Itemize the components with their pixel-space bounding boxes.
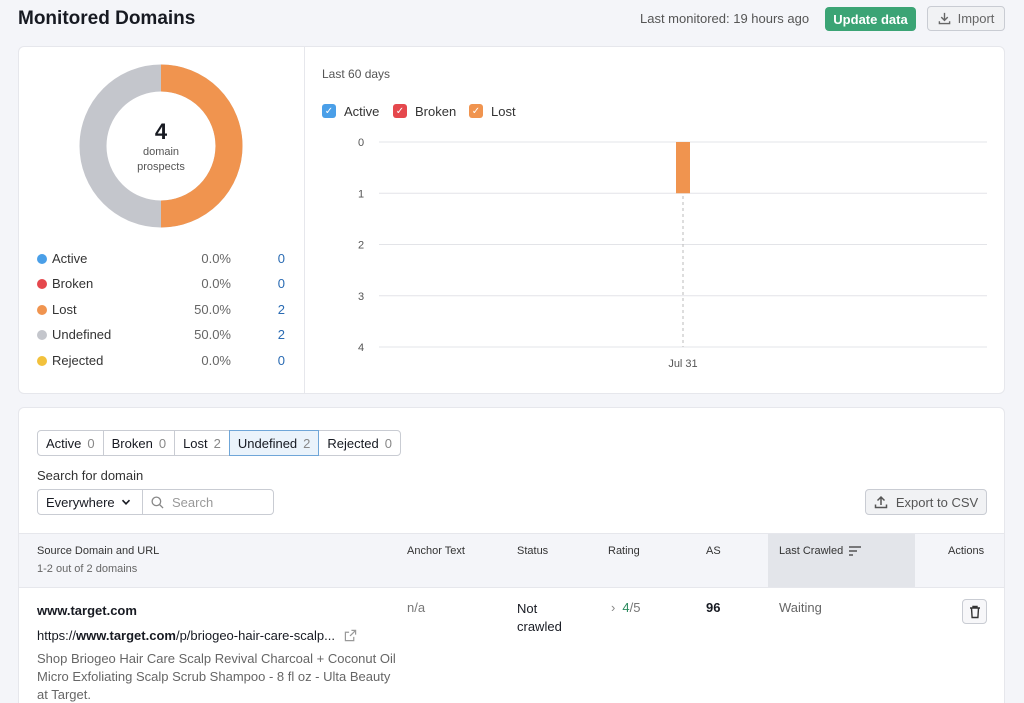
bar-chart: 0 1 2 3 4 Jul 31 <box>358 137 987 370</box>
divider <box>304 47 305 394</box>
row-anchor-text: n/a <box>407 600 426 615</box>
delete-button[interactable] <box>962 599 987 624</box>
bar-lost <box>676 142 690 194</box>
tab-lost[interactable]: Lost 2 <box>174 430 230 456</box>
chevron-down-icon <box>121 499 130 505</box>
chart-period: Last 60 days <box>322 67 391 81</box>
legend-active: Active 0.0% 0 <box>37 250 287 270</box>
legend-undefined: Undefined 50.0% 2 <box>37 326 287 346</box>
results-count: 1-2 out of 2 domains <box>37 563 138 575</box>
row-last-crawled: Waiting <box>779 600 822 615</box>
scope-select[interactable]: Everywhere <box>37 489 143 515</box>
tab-rejected[interactable]: Rejected 0 <box>318 430 401 456</box>
checkbox-checked-icon[interactable]: ✓ <box>393 104 407 118</box>
import-label: Import <box>957 11 995 26</box>
update-data-button[interactable]: Update data <box>825 7 916 31</box>
col-rating[interactable]: Rating <box>608 545 640 557</box>
y-tick-label: 3 <box>358 291 364 303</box>
legend-count-link[interactable]: 0 <box>277 276 285 291</box>
legend-lost: Lost 50.0% 2 <box>37 301 287 321</box>
download-icon <box>938 12 950 25</box>
legend-count-link[interactable]: 2 <box>277 302 285 317</box>
sorted-column-highlight <box>768 534 915 587</box>
toggle-broken[interactable]: ✓ Broken <box>393 103 456 119</box>
row-description: Shop Briogeo Hair Care Scalp Revival Cha… <box>37 651 396 702</box>
status-filter-tabs: Active 0 Broken 0 Lost 2 Undefined 2 Rejecte… <box>37 430 401 456</box>
legend-broken: Broken 0.0% 0 <box>37 275 287 295</box>
page-title: Monitored Domains <box>18 8 196 29</box>
y-tick-label: 0 <box>358 137 364 149</box>
donut-chart <box>79 64 243 228</box>
export-csv-button[interactable]: Export to CSV <box>865 489 987 515</box>
active-dot-icon <box>37 254 47 264</box>
sort-icon[interactable] <box>849 546 862 556</box>
checkbox-checked-icon[interactable]: ✓ <box>469 104 483 118</box>
search-input[interactable] <box>172 494 262 510</box>
col-source-domain[interactable]: Source Domain and URL <box>37 545 160 557</box>
row-authority-score: 96 <box>706 600 721 615</box>
lost-dot-icon <box>37 305 47 315</box>
tab-active[interactable]: Active 0 <box>37 430 104 456</box>
broken-dot-icon <box>37 279 47 289</box>
col-last-crawled[interactable]: Last Crawled <box>779 545 862 557</box>
upload-icon <box>874 495 888 509</box>
last-monitored-text: Last monitored: 19 hours ago <box>640 11 810 26</box>
overview-card: 4 domain prospects Active 0.0% 0 Broken … <box>18 46 1005 394</box>
total-prospects-label: domain prospects <box>137 146 185 173</box>
search-icon <box>151 495 164 509</box>
y-tick-label: 1 <box>358 188 364 200</box>
checkbox-checked-icon[interactable]: ✓ <box>322 104 336 118</box>
y-tick-label: 2 <box>358 240 364 252</box>
toggle-lost[interactable]: ✓ Lost <box>469 103 516 119</box>
legend-count-link[interactable]: 2 <box>277 327 285 342</box>
y-tick-label: 4 <box>358 342 364 354</box>
x-tick-label: Jul 31 <box>668 358 697 370</box>
row-domain: www.target.com <box>37 603 137 618</box>
undefined-dot-icon <box>37 330 47 340</box>
legend-rejected: Rejected 0.0% 0 <box>37 352 287 372</box>
external-link-icon[interactable] <box>344 629 357 642</box>
search-label: Search for domain <box>37 468 144 483</box>
col-status[interactable]: Status <box>517 545 549 557</box>
legend-count-link[interactable]: 0 <box>277 251 285 266</box>
col-actions: Actions <box>948 545 985 557</box>
tab-broken[interactable]: Broken 0 <box>102 430 176 456</box>
search-field[interactable] <box>142 489 274 515</box>
col-as[interactable]: AS <box>706 545 721 557</box>
total-prospects-count: 4 <box>154 119 168 144</box>
chevron-right-icon[interactable]: › <box>611 600 616 615</box>
toggle-active[interactable]: ✓ Active <box>322 103 379 119</box>
domains-table-card: Active 0 Broken 0 Lost 2 Undefined 2 Rejecte… <box>18 407 1005 703</box>
trash-icon <box>969 605 980 618</box>
row-status: Not crawled <box>517 601 562 634</box>
row-url[interactable]: https://www.target.com/p/briogeo-hair-ca… <box>37 628 357 643</box>
rejected-dot-icon <box>37 356 47 366</box>
table-header: Source Domain and URL 1-2 out of 2 domai… <box>19 533 1004 588</box>
tab-undefined[interactable]: Undefined 2 <box>228 430 320 456</box>
import-button[interactable]: Import <box>927 6 1005 31</box>
legend-count-link[interactable]: 0 <box>277 353 285 368</box>
col-anchor-text[interactable]: Anchor Text <box>407 545 465 557</box>
row-rating[interactable]: › 4/5 <box>611 600 641 615</box>
